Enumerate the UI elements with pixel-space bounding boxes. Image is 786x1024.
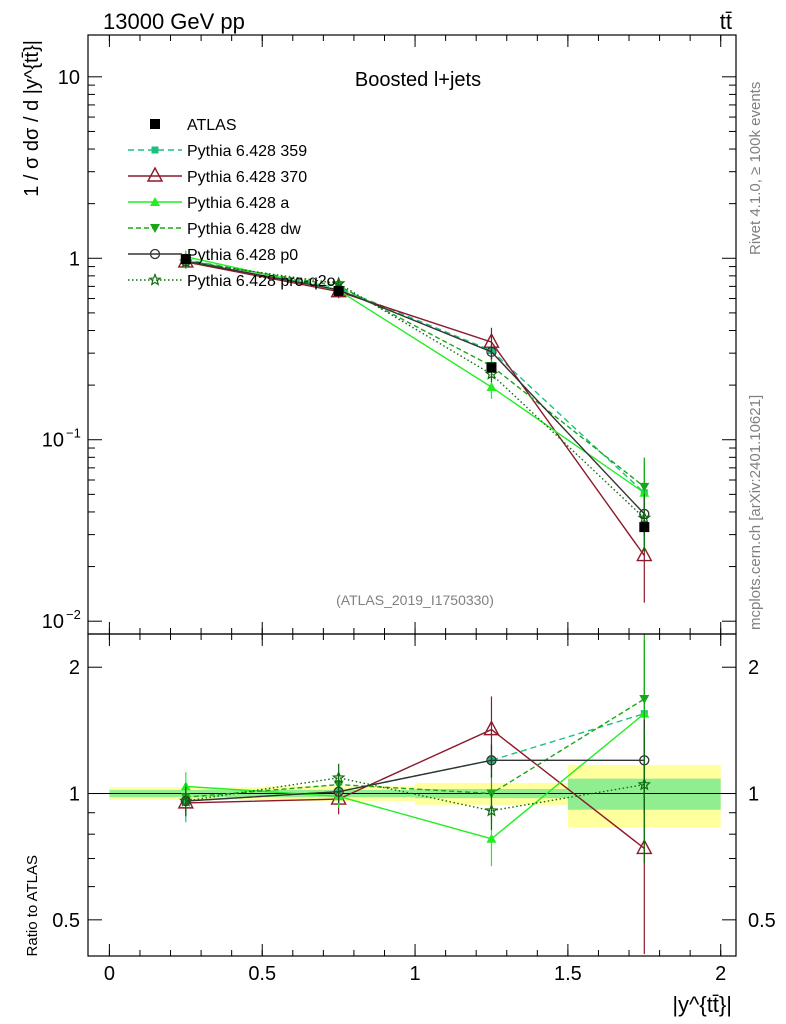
x-tick-label: 0.5 [248,963,276,985]
legend-label-data: ATLAS [187,117,237,134]
series-point-main [486,346,497,358]
ratio-y-tick-label-left: 1 [69,784,80,806]
header-right: tt̄ [720,9,732,34]
series-point-ratio [483,720,500,736]
series-point-main [636,546,653,562]
x-tick-label: 0 [104,963,115,985]
series-line-main [185,258,645,494]
main-panel [177,250,653,603]
legend: ATLAS Pythia 6.428 359 Pythia 6.428 370 Pyt… [128,117,336,290]
legend-label: Pythia 6.428 a [187,195,289,212]
series-line-ratio [185,698,645,798]
legend-label: Pythia 6.428 p0 [187,247,298,264]
legend-marker-data [150,119,160,129]
series-point-ratio [179,793,193,807]
series-point-ratio [639,694,650,704]
x-tick-label: 2 [715,963,726,985]
ratio-y-tick-label-left: 0.5 [52,910,80,932]
main-y-tick-label: 1 [69,248,80,270]
series-line-main [185,260,645,515]
series-line-main [185,256,645,494]
legend-label: Pythia 6.428 370 [187,169,307,186]
x-tick-label: 1.5 [554,963,582,985]
series-point-main [637,510,652,524]
main-y-tick-label: 10 [42,430,64,452]
legend-marker [150,197,160,206]
legend-label: Pythia 6.428 dw [187,221,301,238]
main-y-tick-label: 10 [58,67,80,89]
ratio-panel [88,634,736,955]
x-tick-label: 1 [409,963,420,985]
series-point-ratio [637,777,652,791]
header-left: 13000 GeV pp [103,9,245,34]
series-point-main [331,276,346,290]
main-y-tick-exponent: −2 [66,607,81,622]
main-y-tick-exponent: −1 [66,426,81,441]
ratio-y-tick-label-left: 2 [69,657,80,679]
data-point [486,362,497,373]
x-axis-label: |y^{tt̄}| [672,992,732,1017]
series-point-main [486,382,497,392]
ratio-frame [87,633,737,957]
series-line-main [185,260,645,488]
legend-marker [150,224,160,233]
series-line-main [185,261,645,557]
legend-label: Pythia 6.428 359 [187,143,307,160]
series-line-ratio [185,759,645,802]
data-point [333,286,344,297]
ratio-y-axis-label: Ratio to ATLAS [24,855,41,956]
legend-marker [146,166,164,182]
series-point-ratio [484,803,499,817]
analysis-label: (ATLAS_2019_I1750330) [336,592,494,608]
legend-marker [151,146,159,154]
chart-title: Boosted l+jets [355,69,481,91]
series-line-main [185,261,645,519]
data-point [180,254,191,265]
series-point-ratio [331,770,346,784]
main-frame [87,34,737,635]
main-y-tick-label: 10 [42,611,64,633]
legend-marker [149,248,161,260]
ratio-y-tick-label-right: 2 [748,657,759,679]
main-y-axis-label: 1 / σ dσ / d |y^{tt̄}| [21,40,43,197]
series-line-ratio [185,777,645,812]
data-point [639,522,650,533]
series-point-main [639,482,650,492]
legend-marker [148,272,162,286]
series-point-ratio [486,833,497,843]
series-point-ratio [486,755,497,766]
legend-label: Pythia 6.428 pro-q2o [187,273,336,290]
mcplots-label: mcplots.cern.ch [arXiv:2401.10621] [747,395,764,630]
ratio-y-tick-label-right: 0.5 [748,910,776,932]
rivet-label: Rivet 4.1.0, ≥ 100k events [747,82,764,255]
ratio-y-tick-label-right: 1 [748,784,759,806]
series-line-ratio [185,728,645,849]
